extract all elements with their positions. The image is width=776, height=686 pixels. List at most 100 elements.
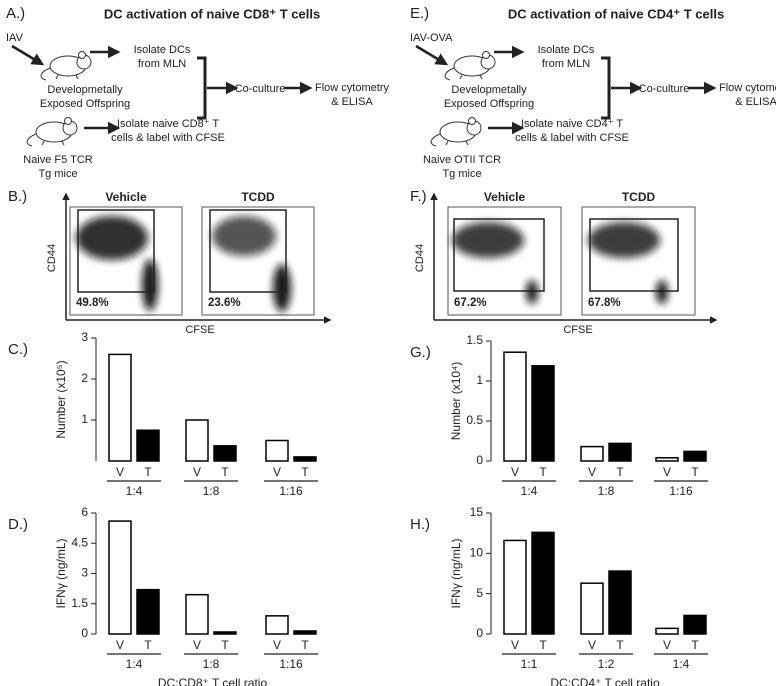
bar [655,457,679,462]
label: Tg mice [442,168,481,180]
label: Naive F5 TCR [23,154,93,166]
label: Developmetally [47,84,123,96]
y-tick-label: 3 [81,330,88,344]
plot-title: TCDD [622,190,656,204]
mouse-icon [40,51,92,81]
mouse-ear [64,117,72,125]
bar [503,539,527,635]
bracket [601,56,611,120]
mouse-icon [430,117,482,147]
x-tick-label: 1:4 [673,657,690,671]
y-tick-label: 0 [476,453,483,467]
x-tick-label: 1:4 [126,484,143,498]
label: Co-culture [235,83,286,95]
panel-title: DC activation of naive CD8⁺ T cells [104,6,320,21]
y-tick-label: 0 [81,626,88,640]
bar [608,570,632,635]
axis-label: DC:CD8⁺ T cell ratio [158,676,268,686]
gate [209,209,287,293]
y-tick-label: 3 [81,566,88,580]
bracket [197,56,207,120]
arrow [11,44,45,66]
bar-label: V [663,465,671,479]
x-tick-label: 1:2 [598,657,615,671]
y-tick-label: 2 [81,371,88,385]
axis-label: CFSE [185,324,214,336]
bar [293,456,317,462]
bar [265,439,289,462]
label: Exposed Offspring [40,98,130,110]
bar-label: V [511,638,519,652]
bar [580,445,604,462]
bar-label: T [616,465,624,479]
cell-cloud [212,216,276,256]
x-tick-label: 1:16 [669,484,693,498]
panel-label: F.) [410,188,427,205]
y-tick-label: 15 [470,505,484,519]
axis-label: Number (x10⁵) [54,360,68,438]
label: cells & label with CFSE [515,132,629,144]
mouse-tail [26,133,37,147]
label: Isolate DCs [538,44,595,56]
bar-label: T [144,465,152,479]
bar-label: T [221,638,229,652]
label: Flow cytometry [315,82,389,94]
mouse-icon [444,51,496,81]
gate [453,218,545,292]
bar-label: V [193,638,201,652]
label: Exposed Offspring [444,98,534,110]
y-tick-label: 1.5 [71,596,88,610]
label: from MLN [138,58,186,70]
mouse-tail [430,133,441,147]
mouse-ear [482,51,490,59]
x-tick-label: 1:16 [279,657,303,671]
panel-label: A.) [6,5,25,22]
mouse-ear [468,117,476,125]
cell-cloud [452,222,524,258]
mouse-legs [445,140,469,146]
bar-label: T [301,465,309,479]
panel-label: B.) [8,188,27,205]
y-tick-label: 4.5 [71,535,88,549]
bar [108,520,132,635]
x-tick-label: 1:8 [598,484,615,498]
bar [531,365,555,462]
y-tick-label: 0.5 [466,413,483,427]
mouse-tail [444,67,455,81]
x-tick-label: 1:16 [279,484,303,498]
cell-cloud [588,222,660,258]
gate [77,209,155,293]
bar-label: T [301,638,309,652]
panel-label: D.) [8,516,28,533]
y-tick-label: 10 [470,546,484,560]
panel-label: G.) [410,344,431,361]
mouse-tail [40,67,51,81]
bar-label: T [616,638,624,652]
bar-label: V [273,465,281,479]
bar [503,351,527,462]
y-tick-label: 1 [81,412,88,426]
gate [589,218,679,292]
plot-title: Vehicle [105,190,147,204]
label: cells & label with CFSE [111,132,225,144]
label: Developmetally [451,84,527,96]
x-tick-label: 1:4 [521,484,538,498]
bar-label: V [116,638,124,652]
x-tick-label: 1:8 [203,484,220,498]
plot-title: Vehicle [484,190,526,204]
bar [185,593,209,635]
label: Tg mice [38,168,77,180]
bar-label: V [588,638,596,652]
mouse-legs [55,74,79,80]
y-tick-label: 1.5 [466,333,483,347]
mouse-legs [459,74,483,80]
axis-label: CD44 [46,244,58,272]
bar-label: V [273,638,281,652]
y-tick-label: 6 [81,505,88,519]
bar-label: V [116,465,124,479]
plot-title: TCDD [241,190,275,204]
bar-label: V [511,465,519,479]
axis-label: DC:CD4⁺ T cell ratio [550,676,660,686]
label: & ELISA [735,96,776,108]
